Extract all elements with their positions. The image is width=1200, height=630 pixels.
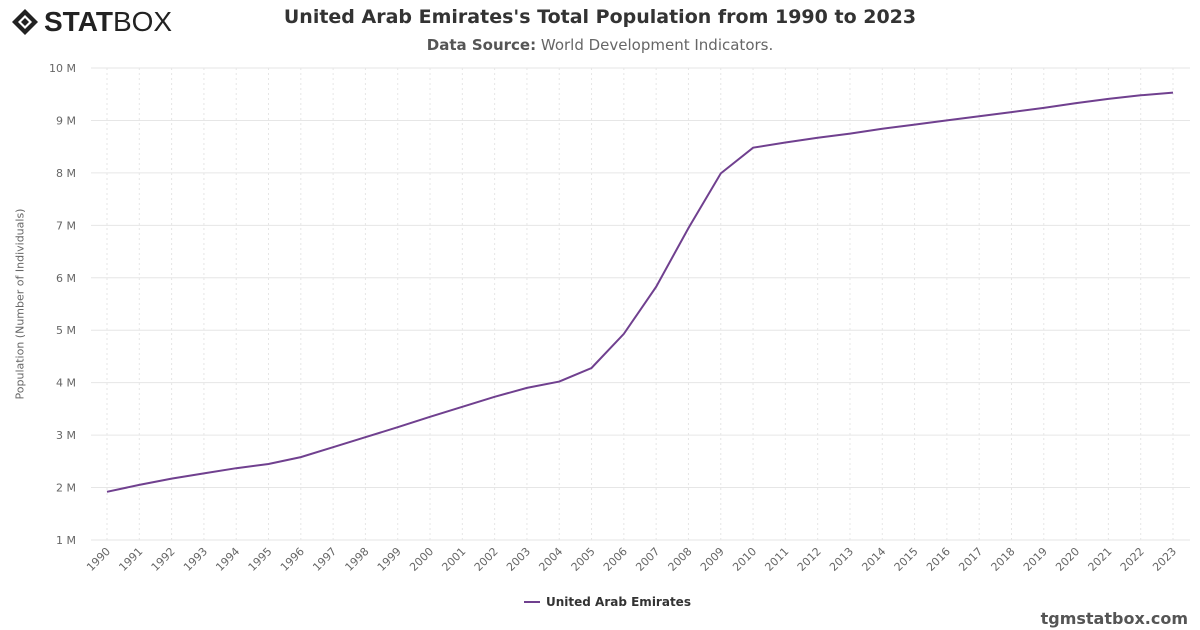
x-tick-label: 1993 bbox=[181, 545, 210, 574]
x-tick-label: 2006 bbox=[601, 545, 630, 574]
y-tick-label: 4 M bbox=[56, 377, 76, 390]
x-tick-label: 2003 bbox=[504, 545, 533, 574]
legend-item[interactable]: United Arab Emirates bbox=[524, 595, 691, 609]
source-value: World Development Indicators. bbox=[540, 36, 774, 54]
y-tick-label: 2 M bbox=[56, 482, 76, 495]
x-tick-label: 1996 bbox=[278, 545, 307, 574]
x-tick-label: 1994 bbox=[213, 545, 242, 574]
x-tick-label: 2002 bbox=[472, 545, 501, 574]
x-tick-label: 1992 bbox=[149, 545, 178, 574]
x-tick-label: 2013 bbox=[827, 545, 856, 574]
y-tick-label: 9 M bbox=[56, 114, 76, 127]
x-tick-label: 2018 bbox=[989, 545, 1018, 574]
x-tick-label: 1991 bbox=[116, 545, 145, 574]
x-tick-label: 2019 bbox=[1021, 545, 1050, 574]
x-tick-label: 1995 bbox=[246, 545, 275, 574]
x-tick-label: 2021 bbox=[1086, 545, 1115, 574]
legend-swatch bbox=[524, 601, 540, 603]
diamond-logo-icon bbox=[12, 9, 38, 35]
y-tick-label: 5 M bbox=[56, 324, 76, 337]
x-tick-label: 2001 bbox=[439, 545, 468, 574]
chart-title: United Arab Emirates's Total Population … bbox=[283, 6, 917, 28]
chart-subtitle: Data Source: World Development Indicator… bbox=[0, 36, 1200, 54]
x-tick-label: 2020 bbox=[1053, 545, 1082, 574]
x-tick-label: 2008 bbox=[666, 545, 695, 574]
x-tick-label: 2023 bbox=[1150, 545, 1179, 574]
x-tick-label: 2004 bbox=[536, 545, 565, 574]
y-tick-label: 3 M bbox=[56, 429, 76, 442]
x-tick-label: 1997 bbox=[310, 545, 339, 574]
x-tick-label: 2005 bbox=[569, 545, 598, 574]
x-tick-label: 1999 bbox=[375, 545, 404, 574]
x-tick-label: 2010 bbox=[730, 545, 759, 574]
x-tick-label: 2015 bbox=[892, 545, 921, 574]
x-tick-label: 2012 bbox=[795, 545, 824, 574]
series-line-united-arab-emirates bbox=[106, 91, 1174, 493]
y-tick-label: 7 M bbox=[56, 219, 76, 232]
y-tick-label: 8 M bbox=[56, 167, 76, 180]
x-tick-label: 2016 bbox=[924, 545, 953, 574]
x-tick-label: 2017 bbox=[956, 545, 985, 574]
x-tick-label: 2014 bbox=[859, 545, 888, 574]
statbox-logo: STATBOX bbox=[10, 6, 172, 38]
x-tick-label: 2022 bbox=[1118, 545, 1147, 574]
footer-site: tgmstatbox.com bbox=[1040, 609, 1188, 628]
x-tick-label: 1990 bbox=[84, 545, 113, 574]
y-tick-label: 10 M bbox=[49, 62, 76, 75]
x-tick-label: 1998 bbox=[343, 545, 372, 574]
x-tick-label: 2000 bbox=[407, 545, 436, 574]
logo-text-light: BOX bbox=[112, 6, 173, 37]
x-tick-label: 2007 bbox=[633, 545, 662, 574]
y-tick-label: 6 M bbox=[56, 272, 76, 285]
source-label: Data Source: bbox=[426, 36, 537, 54]
logo-text-bold: STAT bbox=[44, 6, 113, 37]
x-tick-label: 2011 bbox=[762, 545, 791, 574]
legend-label: United Arab Emirates bbox=[546, 595, 691, 609]
y-tick-label: 1 M bbox=[56, 534, 76, 547]
x-tick-label: 2009 bbox=[698, 545, 727, 574]
